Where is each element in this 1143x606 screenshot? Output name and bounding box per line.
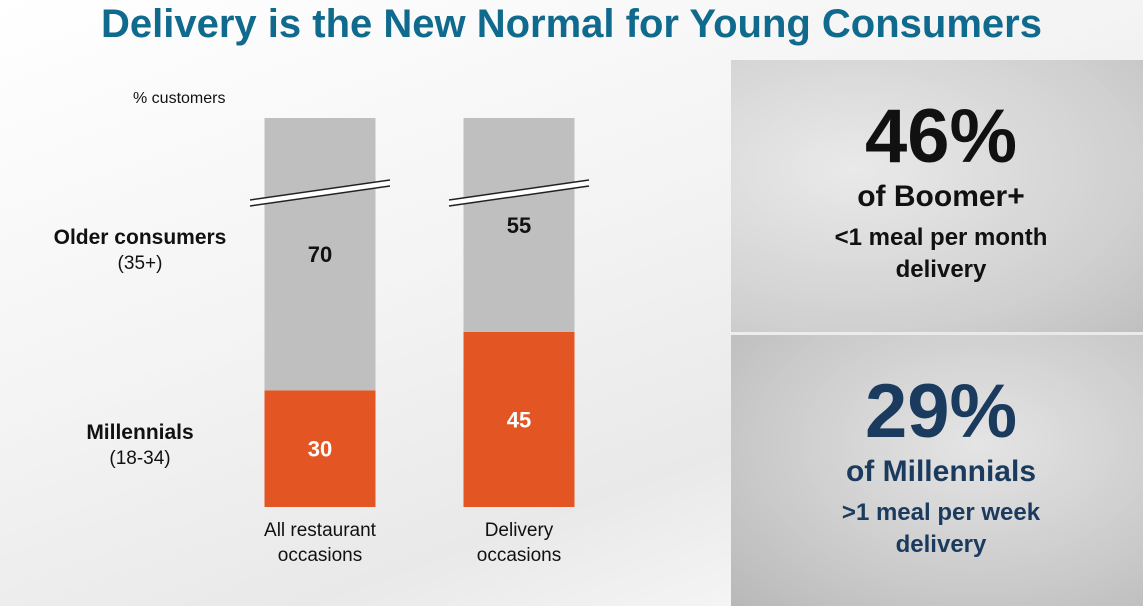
callout-panel: 29% of Millennials >1 meal per week deli… xyxy=(731,335,1143,606)
callout: 29% of Millennials >1 meal per week deli… xyxy=(791,371,1091,561)
callout-panel: 46% of Boomer+ <1 meal per month deliver… xyxy=(731,60,1143,332)
data-label: 30 xyxy=(308,437,332,462)
bar-segment xyxy=(463,331,575,507)
legend-entry: Older consumers (35+) xyxy=(20,226,260,275)
slide-title: Delivery is the New Normal for Young Con… xyxy=(101,2,1042,46)
data-label: 70 xyxy=(308,242,332,267)
bar-segment xyxy=(463,118,575,332)
callout-group: of Boomer+ xyxy=(857,180,1025,213)
photo-overlay xyxy=(731,60,1143,332)
callout-figure: 46% xyxy=(864,94,1018,179)
callout-figure: 29% xyxy=(864,369,1018,454)
data-label: 45 xyxy=(507,407,531,432)
photo-placeholder xyxy=(731,60,1143,332)
bar-segment xyxy=(264,390,376,507)
data-label: 55 xyxy=(507,213,531,238)
axis-break xyxy=(448,185,590,207)
axis-break xyxy=(249,179,391,201)
callout-detail: <1 meal per month delivery xyxy=(834,224,1048,283)
x-tick-label: All restaurant occasions xyxy=(264,520,376,566)
axis-break xyxy=(250,180,390,206)
legend-sublabel: (35+) xyxy=(117,253,163,275)
photo-placeholder xyxy=(731,335,1143,606)
callout: 46% of Boomer+ <1 meal per month deliver… xyxy=(791,96,1091,286)
chart: 30 70 45 55 xyxy=(249,118,590,507)
axis-break xyxy=(448,179,590,201)
bar-segment xyxy=(264,118,376,391)
legend-entry: Millennials (18-34) xyxy=(20,421,260,470)
photo-overlay xyxy=(731,335,1143,606)
callout-group: of Millennials xyxy=(845,455,1037,488)
legend-label: Older consumers xyxy=(53,226,227,250)
legend-sublabel: (18-34) xyxy=(109,447,171,469)
unit-label: % customers xyxy=(133,90,226,107)
axis-break xyxy=(449,180,589,206)
x-tick-label: Delivery occasions xyxy=(476,520,562,566)
legend-label: Millennials xyxy=(86,420,194,444)
callout-detail: >1 meal per week delivery xyxy=(841,499,1041,558)
axis-break xyxy=(249,185,391,207)
